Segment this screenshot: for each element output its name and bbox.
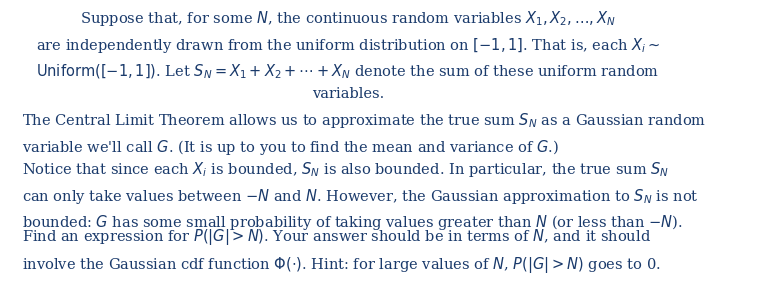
- Text: Notice that since each $X_i$ is bounded, $S_N$ is also bounded. In particular, t: Notice that since each $X_i$ is bounded,…: [22, 160, 698, 232]
- Text: Find an expression for $P(|G| > N)$. Your answer should be in terms of $N$, and : Find an expression for $P(|G| > N)$. You…: [22, 227, 660, 275]
- Text: The Central Limit Theorem allows us to approximate the true sum $S_N$ as a Gauss: The Central Limit Theorem allows us to a…: [22, 111, 706, 157]
- Text: Suppose that, for some $N$, the continuous random variables $X_1, X_2, \ldots, X: Suppose that, for some $N$, the continuo…: [36, 9, 660, 101]
